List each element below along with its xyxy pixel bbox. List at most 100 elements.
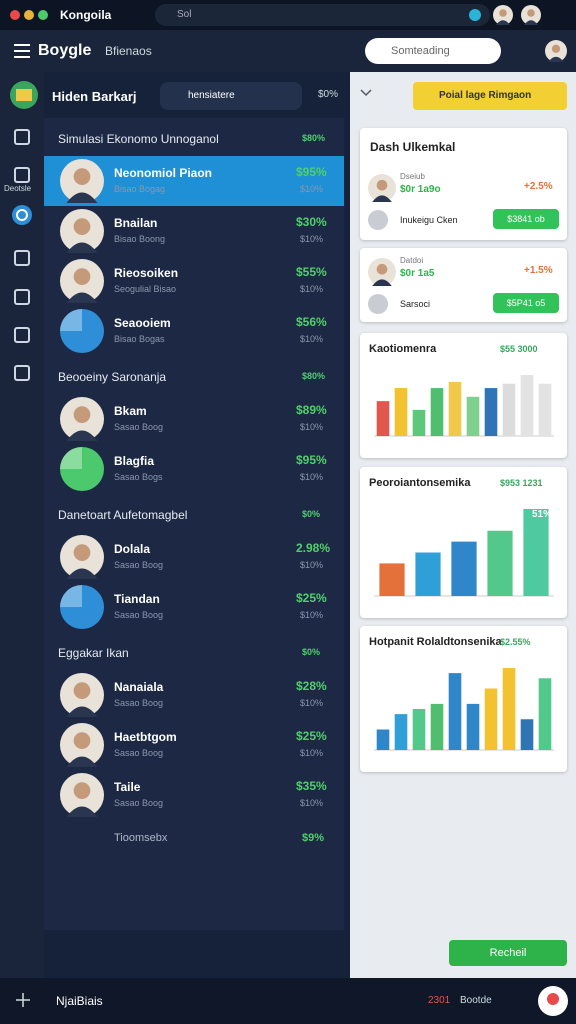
- list-item[interactable]: Tiandan Sasao Boog $25% $10%: [44, 582, 344, 632]
- search-text: Somteading: [391, 45, 450, 57]
- avatar: [521, 5, 541, 25]
- avatar: [493, 5, 513, 25]
- avatar: [368, 174, 396, 202]
- bottom-status: Bootde: [460, 995, 492, 1006]
- bar: [520, 375, 534, 436]
- item-sub-value: $10%: [300, 422, 324, 432]
- item-name: Tiandan: [114, 592, 160, 606]
- item-sub: Sasao Boog: [114, 610, 164, 620]
- bar: [379, 563, 405, 596]
- item-value: $95%: [296, 165, 327, 179]
- item-sub: Bisao Bogas: [114, 334, 165, 344]
- list-item[interactable]: Dolala Sasao Boog 2.98% $10%: [44, 532, 344, 582]
- chart-value: $953 1231: [500, 478, 543, 488]
- avatar: [545, 40, 567, 62]
- item-name: Rieosoiken: [114, 266, 179, 280]
- icon: [368, 210, 388, 230]
- sidebar-label: Deotsle: [4, 184, 32, 193]
- window-dot: [24, 10, 34, 20]
- item-sub-value: $10%: [300, 698, 324, 708]
- list-item[interactable]: Nanaiala Sasao Boog $28% $10%: [44, 670, 344, 720]
- row-change: +2.5%: [524, 181, 553, 192]
- search-box[interactable]: Somteading: [365, 38, 501, 64]
- bar: [394, 714, 408, 750]
- search-bar[interactable]: Sol: [155, 4, 490, 26]
- nav-icon: [14, 250, 30, 266]
- row-action[interactable]: $3841 ob: [493, 209, 559, 229]
- item-sub: Bisao Bogag: [114, 184, 166, 194]
- footer-label: Tioomsebx: [114, 832, 168, 844]
- search-text: Sol: [177, 9, 192, 20]
- avatar: [60, 535, 104, 579]
- window-dot: [10, 10, 20, 20]
- list-name: Hiden Barkarj: [52, 89, 137, 104]
- bar: [502, 668, 516, 750]
- right-panel: Poial lage Rimgaon Dash Ulkemkal Dseiub $0r…: [350, 72, 576, 978]
- primary-button[interactable]: Poial lage Rimgaon: [413, 82, 567, 110]
- bar-label: 51%: [532, 509, 553, 520]
- chart: [374, 375, 554, 437]
- section-value: $80%: [302, 371, 326, 381]
- bar: [376, 729, 390, 750]
- avatar: [60, 259, 104, 303]
- list-item[interactable]: Bnailan Bisao Boong $30% $10%: [44, 206, 344, 256]
- chart-value: $55 3000: [500, 344, 538, 354]
- list-item[interactable]: Neonomiol Piaon Bisao Bogag $95% $10%: [44, 156, 344, 206]
- row-label: Datdoi: [400, 256, 424, 265]
- item-sub: Sasao Boog: [114, 422, 164, 432]
- chart-title: Hotpanit Rolaldtonsenika: [369, 636, 502, 648]
- item-name: Bkam: [114, 404, 147, 418]
- item-name: Seaooiem: [114, 316, 171, 330]
- list-item[interactable]: Blagfia Sasao Bogs $95% $10%: [44, 444, 344, 494]
- row-action[interactable]: $5P41 o5: [493, 293, 559, 313]
- nav-icon: [14, 289, 30, 305]
- nav-icon: [14, 167, 30, 183]
- avatar: [60, 397, 104, 441]
- row-amount: $0r 1a5: [400, 268, 435, 279]
- nav-icon: [12, 205, 32, 225]
- pill[interactable]: hensiatere: [160, 82, 302, 110]
- item-sub-value: $10%: [300, 560, 324, 570]
- bottom-label: NjaiBiais: [56, 994, 103, 1008]
- footer-value: $9%: [302, 832, 325, 844]
- button-text: Poial lage Rimgaon: [439, 90, 532, 101]
- nav-icon: [14, 327, 30, 343]
- item-value: $25%: [296, 591, 327, 605]
- item-value: $30%: [296, 215, 327, 229]
- item-value: $55%: [296, 265, 327, 279]
- header-value: $0%: [318, 89, 339, 100]
- bottom-bar: NjaiBiais 2301 Bootde: [0, 978, 576, 1024]
- list-item[interactable]: Bkam Sasao Boog $89% $10%: [44, 394, 344, 444]
- list-item[interactable]: Seaooiem Bisao Bogas $56% $10%: [44, 306, 344, 356]
- chart: [374, 668, 554, 751]
- item-name: Neonomiol Piaon: [114, 166, 213, 180]
- bar: [448, 673, 462, 750]
- bar: [538, 678, 552, 750]
- bar: [484, 688, 498, 750]
- bar: [412, 709, 426, 750]
- list-item[interactable]: Taile Sasao Boog $35% $10%: [44, 770, 344, 820]
- bar: [523, 509, 549, 596]
- chart-card: Hotpanit Rolaldtonsenika $2.55%: [360, 626, 567, 772]
- chart-card: Kaotiomenra $55 3000: [360, 333, 567, 458]
- action-button[interactable]: Recheil: [449, 940, 567, 966]
- bar: [502, 383, 516, 436]
- item-value: $56%: [296, 315, 327, 329]
- list-item[interactable]: Rieosoiken Seogulial Bisao $55% $10%: [44, 256, 344, 306]
- item-sub-value: $10%: [300, 334, 324, 344]
- list-item[interactable]: Haetbtgom Sasao Boog $25% $10%: [44, 720, 344, 770]
- deal-card: Datdoi $0r 1a5 +1.5% Sarsoci $5P41 o5: [360, 248, 567, 322]
- window-dot: [38, 10, 48, 20]
- section-title: Beooeiny Saronanja: [58, 370, 167, 384]
- sidebar: Deotsle: [0, 72, 44, 978]
- bar: [466, 703, 480, 750]
- chart-title: Peoroiantonsemika: [369, 477, 471, 489]
- deal-card: Dash Ulkemkal Dseiub $0r 1a9o +2.5% Inukeigu…: [360, 128, 567, 240]
- chart-title: Kaotiomenra: [369, 343, 437, 355]
- bar: [430, 388, 444, 436]
- item-sub-value: $10%: [300, 472, 324, 482]
- nav-tab[interactable]: Bfienaos: [105, 44, 152, 58]
- section-value: $0%: [302, 509, 321, 519]
- nav-icon: [14, 129, 30, 145]
- item-name: Blagfia: [114, 454, 155, 468]
